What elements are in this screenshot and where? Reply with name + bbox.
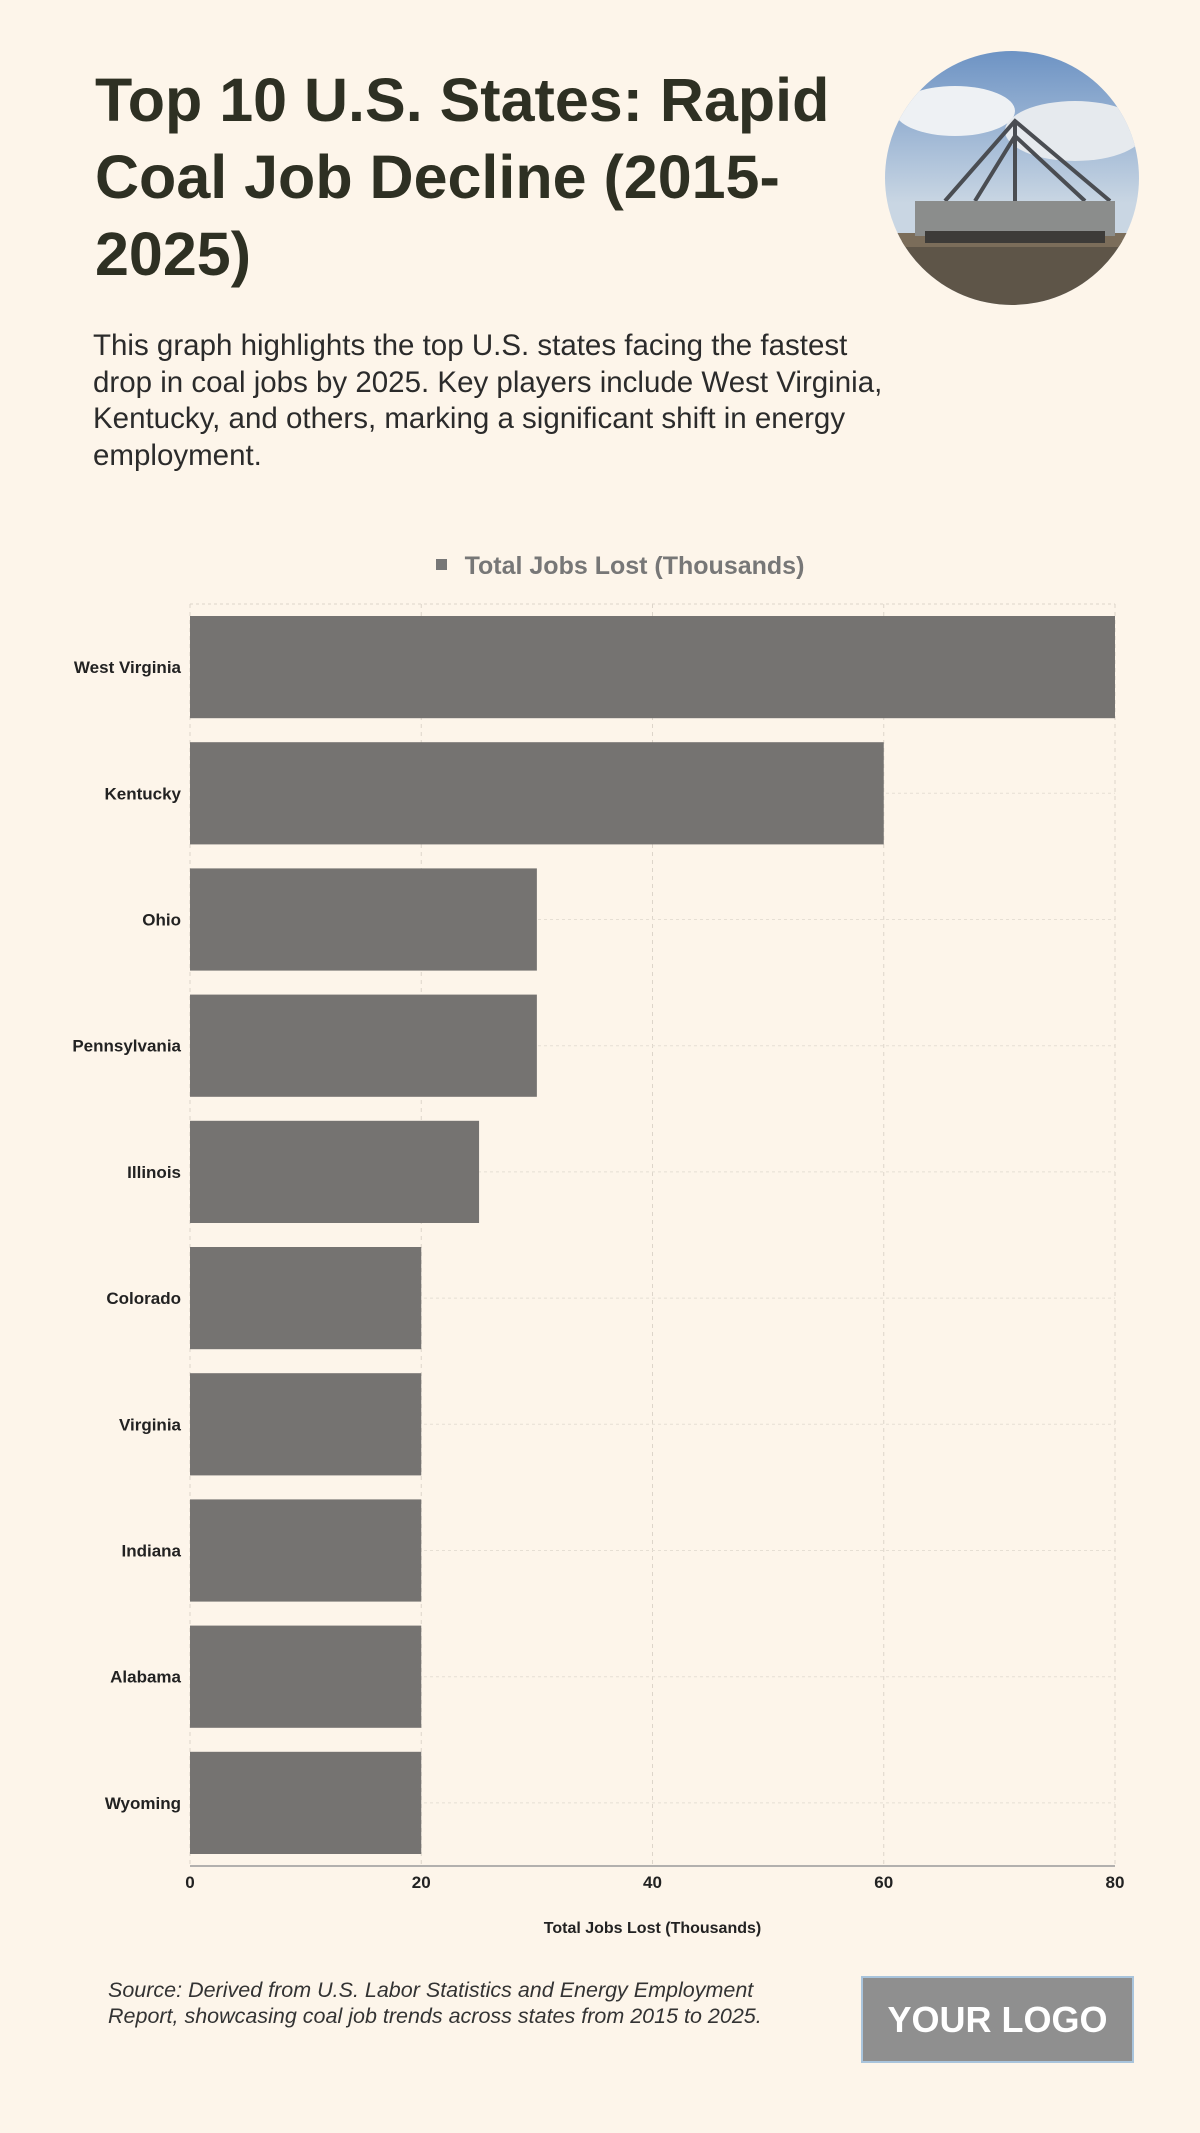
source-note: Source: Derived from U.S. Labor Statisti…	[108, 1978, 762, 2028]
category-label: Pennsylvania	[72, 1037, 181, 1056]
chart-legend: Total Jobs Lost (Thousands)	[0, 552, 1200, 581]
category-label: Colorado	[106, 1289, 181, 1308]
x-tick-label: 60	[874, 1873, 893, 1892]
bar-pennsylvania	[190, 994, 537, 1097]
bar-alabama	[190, 1625, 422, 1728]
page-subtitle: This graph highlights the top U.S. state…	[93, 329, 883, 472]
bar-indiana	[190, 1499, 422, 1602]
x-tick-label: 80	[1106, 1873, 1125, 1892]
page-title: Top 10 U.S. States: Rapid Coal Job Decli…	[95, 66, 830, 288]
bar-chart: West Virginia Kentucky Ohio Pennsylvania Ill…	[72, 603, 1125, 1937]
category-label: Virginia	[119, 1415, 182, 1434]
category-label: Alabama	[110, 1668, 181, 1687]
x-axis-title: Total Jobs Lost (Thousands)	[544, 1920, 761, 1937]
legend-label: Total Jobs Lost (Thousands)	[464, 552, 805, 580]
coal-excavator-photo	[885, 51, 1139, 305]
x-tick-label: 20	[412, 1873, 431, 1892]
logo-placeholder: YOUR LOGO	[861, 1976, 1134, 2063]
legend-swatch	[435, 559, 447, 570]
category-label: West Virginia	[74, 658, 182, 677]
category-label: Ohio	[142, 911, 181, 930]
category-label: Wyoming	[105, 1794, 181, 1813]
bar-ohio	[190, 868, 537, 971]
bar-kentucky	[190, 742, 884, 845]
bar-virginia	[190, 1373, 422, 1476]
bar-colorado	[190, 1247, 422, 1350]
x-tick-label: 0	[185, 1873, 194, 1892]
category-label: Kentucky	[104, 784, 181, 803]
category-label: Indiana	[121, 1542, 181, 1561]
category-label: Illinois	[127, 1163, 181, 1182]
bar-west-virginia	[190, 616, 1115, 719]
x-tick-label: 40	[643, 1873, 662, 1892]
bar-wyoming	[190, 1751, 422, 1854]
bar-illinois	[190, 1120, 480, 1223]
